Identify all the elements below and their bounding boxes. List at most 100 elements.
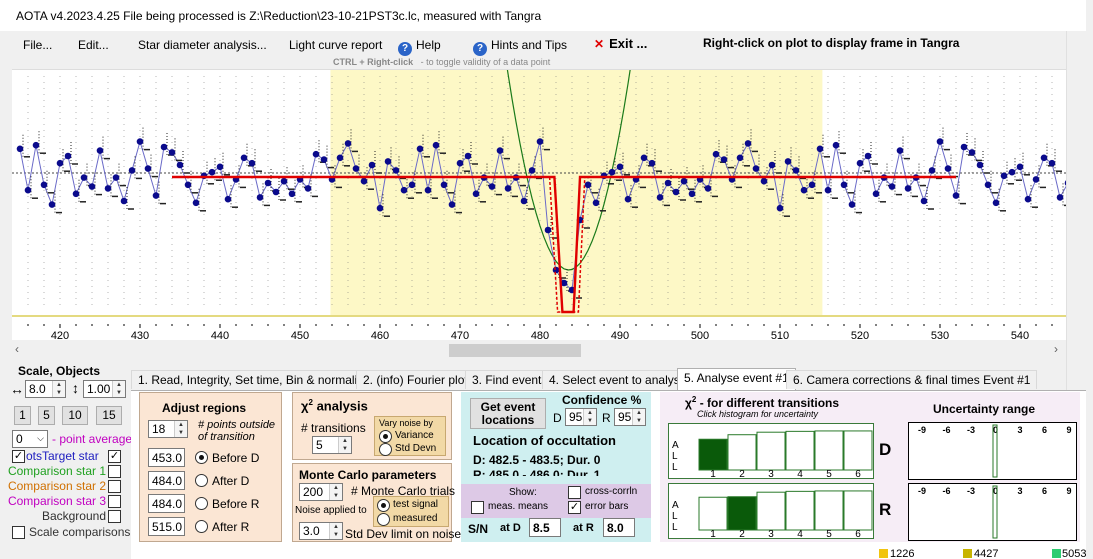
data-point [976,161,984,169]
object-checkbox[interactable] [108,510,121,523]
menu-file[interactable]: File... [23,38,53,52]
preset-button-10[interactable]: 10 [62,406,88,425]
data-point [1000,172,1008,180]
data-point [584,181,592,189]
region-radio[interactable] [195,474,208,487]
object-checkbox[interactable]: ✓ [108,450,121,463]
vertical-scrollbar[interactable] [1066,31,1086,391]
get-event-locations-button[interactable]: Get event locations [470,398,546,429]
points-outside-label-2: of transition [198,431,255,443]
points-outside-spinner[interactable]: 18 ▲ ▼ [148,420,188,438]
data-point [128,167,136,174]
confidence-d-spinner[interactable]: 95 ▲ ▼ [565,408,597,426]
noise-applied-label: Noise applied to [295,505,367,516]
preset-button-1[interactable]: 1 [14,406,31,425]
menu-light-curve-report[interactable]: Light curve report [289,38,383,52]
tab-analyse-event[interactable]: 5. Analyse event #1 [677,368,796,390]
trials-spinner[interactable]: 200 ▲ ▼ [299,483,343,501]
data-point [624,195,632,203]
data-point [888,183,896,190]
data-point [48,201,56,208]
tab-fourier[interactable]: 2. (info) Fourier plot [356,370,475,389]
tab-camera-corrections[interactable]: 6. Camera corrections & final times Even… [786,370,1038,389]
h-scale-spinner[interactable]: 8.0 ▲ ▼ [25,380,66,398]
tab-select-event[interactable]: 4. Select event to analyse [542,370,694,389]
target-display-checkbox[interactable]: ✓ [12,450,25,463]
std-limit-label: Std Dev limit on noise [345,527,462,541]
menu-star-diameter[interactable]: Star diameter analysis... [138,38,267,52]
std-devn-radio[interactable] [379,443,392,456]
error-bars-checkbox[interactable]: ✓ [568,501,581,514]
h-scale-updown-icon[interactable]: ▲ ▼ [52,381,65,397]
data-point [192,199,200,207]
point-average-select[interactable]: 0 ⌵ [12,430,48,448]
menu-edit[interactable]: Edit... [78,38,109,52]
region-value-field[interactable]: 453.0 [148,448,185,467]
data-point [368,161,376,169]
histogram-bin-label: 5 [826,469,832,478]
std-limit-value: 3.0 [303,524,320,538]
exit-x-icon: ✕ [594,37,605,51]
preset-button-5[interactable]: 5 [38,406,55,425]
scale-comparisons-checkbox[interactable] [12,526,25,539]
confidence-r-spinner[interactable]: 95 ▲ ▼ [614,408,646,426]
x-tick-label: 480 [531,330,549,340]
region-value-field[interactable]: 484.0 [148,494,185,513]
histogram-bar [756,431,786,471]
menu-exit[interactable]: ✕ Exit ... [594,36,647,51]
histogram-d-svg[interactable]: ALL 1 2 3 4 5 6 [669,424,873,480]
plot-horizontal-scrollbar[interactable]: ‹ › [12,342,1066,358]
location-d-line: D: 482.5 - 483.5; Dur. 0 [473,453,601,467]
histogram-bin-label: 6 [855,529,861,538]
scroll-left-arrow-icon[interactable]: ‹ [15,342,19,356]
region-value-field[interactable]: 484.0 [148,471,185,490]
object-checkbox[interactable] [108,465,121,478]
data-point [1048,159,1056,167]
variance-radio[interactable] [379,430,392,443]
vertical-arrows-icon: ↕ [72,380,79,396]
tab-strip: 1. Read, Integrity, Set time, Bin & norm… [131,368,1091,390]
meas-means-checkbox[interactable] [471,501,484,514]
region-value-field[interactable]: 515.0 [148,517,185,536]
region-radio[interactable] [195,520,208,533]
vary-noise-label: Vary noise by [379,418,433,428]
transitions-updown-icon[interactable]: ▲ ▼ [338,437,351,453]
preset-button-15[interactable]: 15 [96,406,122,425]
object-checkbox[interactable] [108,480,121,493]
tab-read-integrity[interactable]: 1. Read, Integrity, Set time, Bin & norm… [131,370,377,389]
region-radio[interactable] [195,497,208,510]
histogram-bar [785,490,815,531]
v-scale-updown-icon[interactable]: ▲ ▼ [112,381,125,397]
data-point [416,145,424,153]
test-signal-radio[interactable] [377,499,390,512]
menu-hints-label: Hints and Tips [491,38,568,52]
data-point [88,183,96,190]
object-checkbox[interactable] [108,495,121,508]
cross-corrln-checkbox[interactable] [568,486,581,499]
chi-symbol: χ [301,398,309,414]
tab-find-events[interactable]: 3. Find events [465,370,555,389]
all-letter: A [672,440,679,451]
confidence-d-updown-icon[interactable]: ▲ ▼ [583,409,596,425]
light-curve-svg[interactable]: 420 430 440 450 460 470 480 490 500 510 520 530 540 [12,70,1066,340]
light-curve-plot[interactable]: 420 430 440 450 460 470 480 490 500 510 520 530 540 [12,69,1066,340]
trials-updown-icon[interactable]: ▲ ▼ [329,484,342,500]
region-radio[interactable] [195,451,208,464]
scroll-right-arrow-icon[interactable]: › [1054,342,1058,356]
points-updown-icon[interactable]: ▲ ▼ [174,421,187,437]
std-limit-spinner[interactable]: 3.0 ▲ ▼ [299,522,343,540]
transitions-spinner[interactable]: 5 ▲ ▼ [312,436,352,454]
v-scale-spinner[interactable]: 1.00 ▲ ▼ [83,380,126,398]
histogram-r-svg[interactable]: ALL 1 2 3 4 5 6 [669,484,873,540]
data-point [816,145,824,153]
std-limit-updown-icon[interactable]: ▲ ▼ [329,523,342,539]
menu-hints[interactable]: ? Hints and Tips [473,38,567,56]
scroll-thumb[interactable] [449,344,581,357]
confidence-r-updown-icon[interactable]: ▲ ▼ [632,409,645,425]
menu-help[interactable]: ? Help [398,38,441,56]
region-label: After R [212,520,250,534]
trials-value: 200 [303,485,324,499]
measured-radio[interactable] [377,513,390,526]
